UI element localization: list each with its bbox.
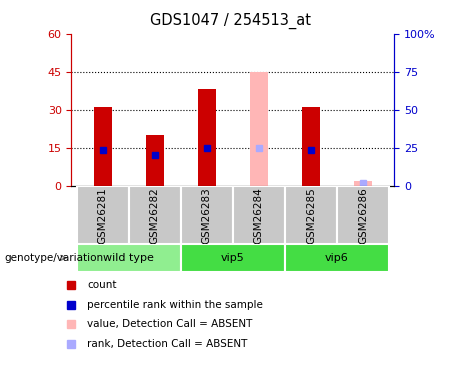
Bar: [198, 90, 216, 186]
Text: value, Detection Call = ABSENT: value, Detection Call = ABSENT: [87, 320, 253, 330]
Bar: [354, 181, 372, 186]
Bar: [146, 135, 164, 186]
Text: vip5: vip5: [221, 253, 245, 263]
Bar: [129, 186, 181, 244]
Text: percentile rank within the sample: percentile rank within the sample: [87, 300, 263, 310]
Bar: [302, 107, 320, 186]
Text: genotype/variation: genotype/variation: [5, 253, 104, 263]
Bar: [233, 186, 285, 244]
Text: GDS1047 / 254513_at: GDS1047 / 254513_at: [150, 13, 311, 29]
Text: GSM26281: GSM26281: [98, 188, 108, 244]
Text: GSM26286: GSM26286: [358, 188, 368, 244]
Bar: [77, 186, 129, 244]
Text: GSM26282: GSM26282: [150, 188, 160, 244]
Bar: [94, 107, 112, 186]
Text: count: count: [87, 280, 117, 290]
Text: wild type: wild type: [103, 253, 154, 263]
Bar: [285, 186, 337, 244]
Text: GSM26284: GSM26284: [254, 188, 264, 244]
Bar: [181, 186, 233, 244]
Bar: [285, 244, 389, 272]
Text: vip6: vip6: [325, 253, 349, 263]
Text: GSM26285: GSM26285: [306, 188, 316, 244]
Text: GSM26283: GSM26283: [202, 188, 212, 244]
Bar: [250, 72, 268, 186]
Bar: [181, 244, 285, 272]
Bar: [337, 186, 389, 244]
Bar: [77, 244, 181, 272]
Text: rank, Detection Call = ABSENT: rank, Detection Call = ABSENT: [87, 339, 248, 349]
